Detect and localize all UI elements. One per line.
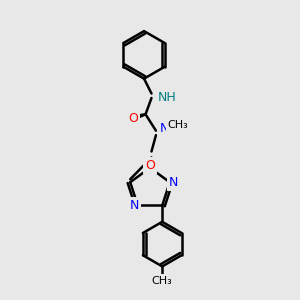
Text: NH: NH [158,92,177,104]
Text: O: O [145,159,155,172]
Text: N: N [160,122,169,135]
Text: CH₃: CH₃ [152,276,172,286]
Text: CH₃: CH₃ [168,120,189,130]
Text: N: N [169,176,178,189]
Text: O: O [128,112,138,125]
Text: N: N [130,199,139,212]
